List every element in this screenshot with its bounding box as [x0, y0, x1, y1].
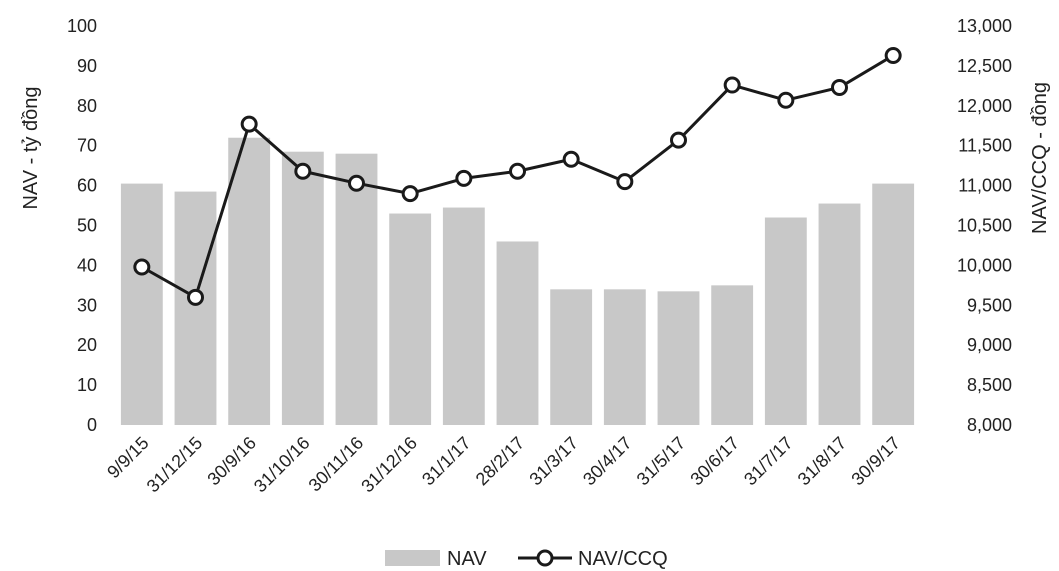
left-tick-label: 90 [77, 56, 97, 76]
right-tick-label: 11,500 [958, 136, 1012, 156]
navccq-point-30-11-16 [348, 174, 365, 192]
nav-bar-31-12-16 [389, 213, 432, 425]
nav-bar-28-2-17 [496, 241, 539, 425]
legend-navccq-marker [536, 549, 554, 567]
navccq-point-31-7-17 [777, 91, 795, 109]
right-tick-label: 12,000 [957, 96, 1012, 116]
nav-bar-31-10-16 [281, 151, 324, 425]
left-tick-label: 40 [77, 255, 97, 275]
navccq-point-9-9-15 [133, 258, 151, 276]
left-tick-label: 0 [87, 415, 97, 435]
right-tick-label: 11,000 [958, 176, 1012, 196]
navccq-point-31-12-15 [187, 288, 204, 306]
navccq-point-28-2-17 [509, 162, 526, 180]
navccq-point-31-8-17 [831, 78, 848, 96]
right-tick-label: 9,500 [967, 295, 1012, 315]
nav-bar-31-1-17 [442, 207, 485, 425]
right-tick-label: 8,500 [967, 375, 1012, 395]
legend-nav-label: NAV [447, 548, 487, 570]
navccq-point-31-3-17 [562, 150, 580, 168]
nav-bar-31-3-17 [550, 289, 593, 425]
navccq-point-30-9-17 [884, 47, 902, 65]
navccq-point-31-10-16 [294, 162, 312, 180]
navccq-point-31-1-17 [455, 169, 473, 187]
nav-bar-31-12-15 [174, 191, 217, 425]
x-tick-label: 31/7/17 [740, 433, 797, 490]
right-tick-label: 9,000 [967, 335, 1012, 355]
legend-navccq-label: NAV/CCQ [578, 548, 668, 570]
x-tick-label: 30/6/17 [686, 433, 743, 490]
left-tick-label: 50 [77, 216, 97, 236]
right-axis-title: NAV/CCQ - đồng [1029, 82, 1051, 234]
navccq-point-30-9-16 [240, 115, 258, 133]
x-tick-label: 30/9/17 [847, 433, 904, 490]
right-tick-label: 8,000 [967, 415, 1012, 435]
navccq-point-31-5-17 [670, 131, 687, 149]
left-tick-label: 20 [77, 335, 97, 355]
x-tick-label: 30/4/17 [579, 433, 636, 490]
nav-bar-31-7-17 [764, 217, 807, 425]
right-tick-label: 12,500 [957, 56, 1012, 76]
x-tick-label: 31/3/17 [525, 433, 582, 490]
nav-bar-31-5-17 [657, 291, 700, 425]
left-tick-label: 80 [77, 96, 97, 116]
legend-nav-swatch [385, 550, 440, 566]
x-axis-ticks: 9/9/1531/12/1530/9/1631/10/1630/11/1631/… [103, 433, 904, 497]
right-tick-label: 13,000 [957, 16, 1012, 36]
left-tick-label: 70 [77, 136, 97, 156]
x-tick-label: 9/9/15 [103, 433, 153, 483]
left-axis-ticks: 0 10 20 30 40 50 60 70 80 90 100 [67, 16, 97, 435]
x-tick-label: 31/12/15 [143, 433, 207, 497]
nav-bar-30-6-17 [711, 285, 754, 425]
left-tick-label: 30 [77, 295, 97, 315]
x-tick-label: 28/2/17 [472, 433, 529, 490]
legend: NAV NAV/CCQ [385, 548, 668, 570]
x-tick-label: 31/8/17 [794, 433, 851, 490]
left-tick-label: 100 [67, 16, 97, 36]
x-tick-label: 31/10/16 [250, 433, 314, 497]
x-tick-label: 31/1/17 [418, 433, 475, 490]
left-tick-label: 10 [77, 375, 97, 395]
line-series [133, 47, 902, 306]
right-axis-ticks: 8,000 8,500 9,000 9,500 10,000 10,500 11,000 11… [957, 16, 1012, 435]
nav-bar-30-11-16 [335, 153, 378, 425]
left-axis-title: NAV - tỷ đồng [20, 86, 42, 209]
left-tick-label: 60 [77, 176, 97, 196]
navccq-point-30-6-17 [723, 76, 741, 94]
navccq-point-30-4-17 [616, 173, 634, 191]
navccq-point-31-12-16 [401, 185, 419, 203]
nav-bar-30-4-17 [603, 289, 646, 425]
right-tick-label: 10,500 [957, 216, 1012, 236]
x-tick-label: 31/5/17 [633, 433, 690, 490]
x-tick-label: 30/11/16 [305, 433, 368, 496]
x-tick-label: 31/12/16 [357, 433, 421, 497]
nav-bar-9-9-15 [120, 183, 163, 425]
bar-series [120, 137, 915, 425]
nav-bar-30-9-16 [228, 137, 271, 425]
nav-bar-30-9-17 [872, 183, 915, 425]
nav-bar-31-8-17 [818, 203, 861, 425]
right-tick-label: 10,000 [957, 255, 1012, 275]
